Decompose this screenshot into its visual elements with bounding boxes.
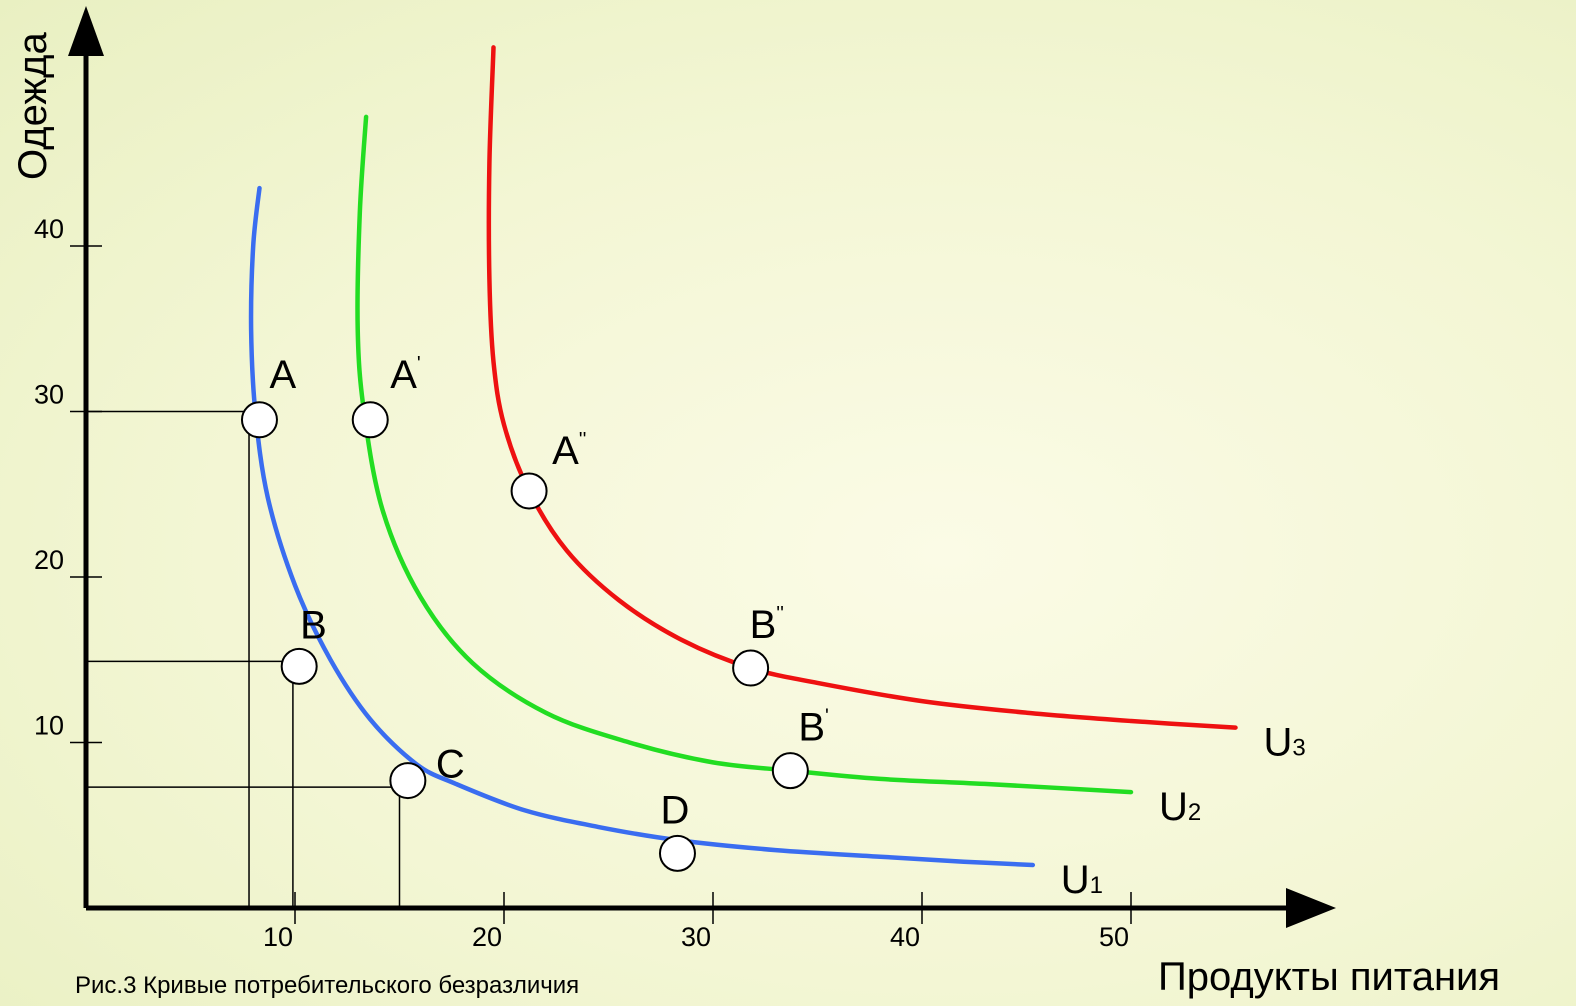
guide-line bbox=[86, 786, 401, 908]
point-marker bbox=[389, 762, 427, 800]
point-label: B' bbox=[798, 706, 829, 750]
point-label: A bbox=[269, 353, 296, 397]
point-label: B'' bbox=[750, 603, 784, 647]
x-tick-label: 10 bbox=[263, 922, 293, 952]
point-label: D bbox=[660, 788, 689, 832]
x-tick-label: 50 bbox=[1099, 922, 1129, 952]
point-label: B bbox=[300, 603, 327, 647]
guide-line bbox=[86, 410, 250, 908]
guide-lines bbox=[86, 410, 401, 908]
point-marker bbox=[771, 752, 809, 790]
y-tick-label: 10 bbox=[34, 711, 64, 741]
point-label: A' bbox=[390, 353, 421, 397]
series-labels: U1 U2 U3 bbox=[1061, 721, 1306, 902]
point-marker bbox=[732, 649, 770, 687]
curve-u2 bbox=[355, 114, 1134, 795]
points: A A' A'' B B'' B' C D bbox=[240, 353, 829, 872]
point-marker bbox=[280, 647, 318, 685]
point-marker bbox=[510, 472, 548, 510]
y-tick-label: 40 bbox=[34, 214, 64, 244]
curve-u3 bbox=[486, 45, 1238, 730]
ticks: 10 20 30 40 50 10 20 30 40 bbox=[34, 214, 1132, 952]
point-marker bbox=[658, 834, 696, 872]
point-label: C bbox=[436, 743, 465, 787]
y-tick-label: 20 bbox=[34, 545, 64, 575]
x-tick-label: 40 bbox=[890, 922, 920, 952]
x-tick-label: 20 bbox=[472, 922, 502, 952]
point-marker bbox=[240, 401, 278, 439]
y-axis-title: Одежда bbox=[11, 32, 55, 180]
series-label-u3: U3 bbox=[1264, 721, 1306, 765]
guide-line bbox=[86, 660, 294, 908]
series-label-u2: U2 bbox=[1159, 785, 1201, 829]
curves bbox=[248, 45, 1238, 868]
figure-caption: Рис.3 Кривые потребительского безразличи… bbox=[75, 972, 579, 999]
curve-u1 bbox=[248, 185, 1036, 868]
point-label: A'' bbox=[552, 429, 586, 473]
y-tick-label: 30 bbox=[34, 380, 64, 410]
point-marker bbox=[351, 401, 389, 439]
x-axis-arrow bbox=[1286, 888, 1336, 928]
axes bbox=[68, 6, 1336, 928]
y-axis-arrow bbox=[68, 6, 104, 56]
x-axis-title: Продукты питания bbox=[1158, 955, 1500, 999]
series-label-u1: U1 bbox=[1061, 858, 1103, 902]
x-tick-label: 30 bbox=[681, 922, 711, 952]
